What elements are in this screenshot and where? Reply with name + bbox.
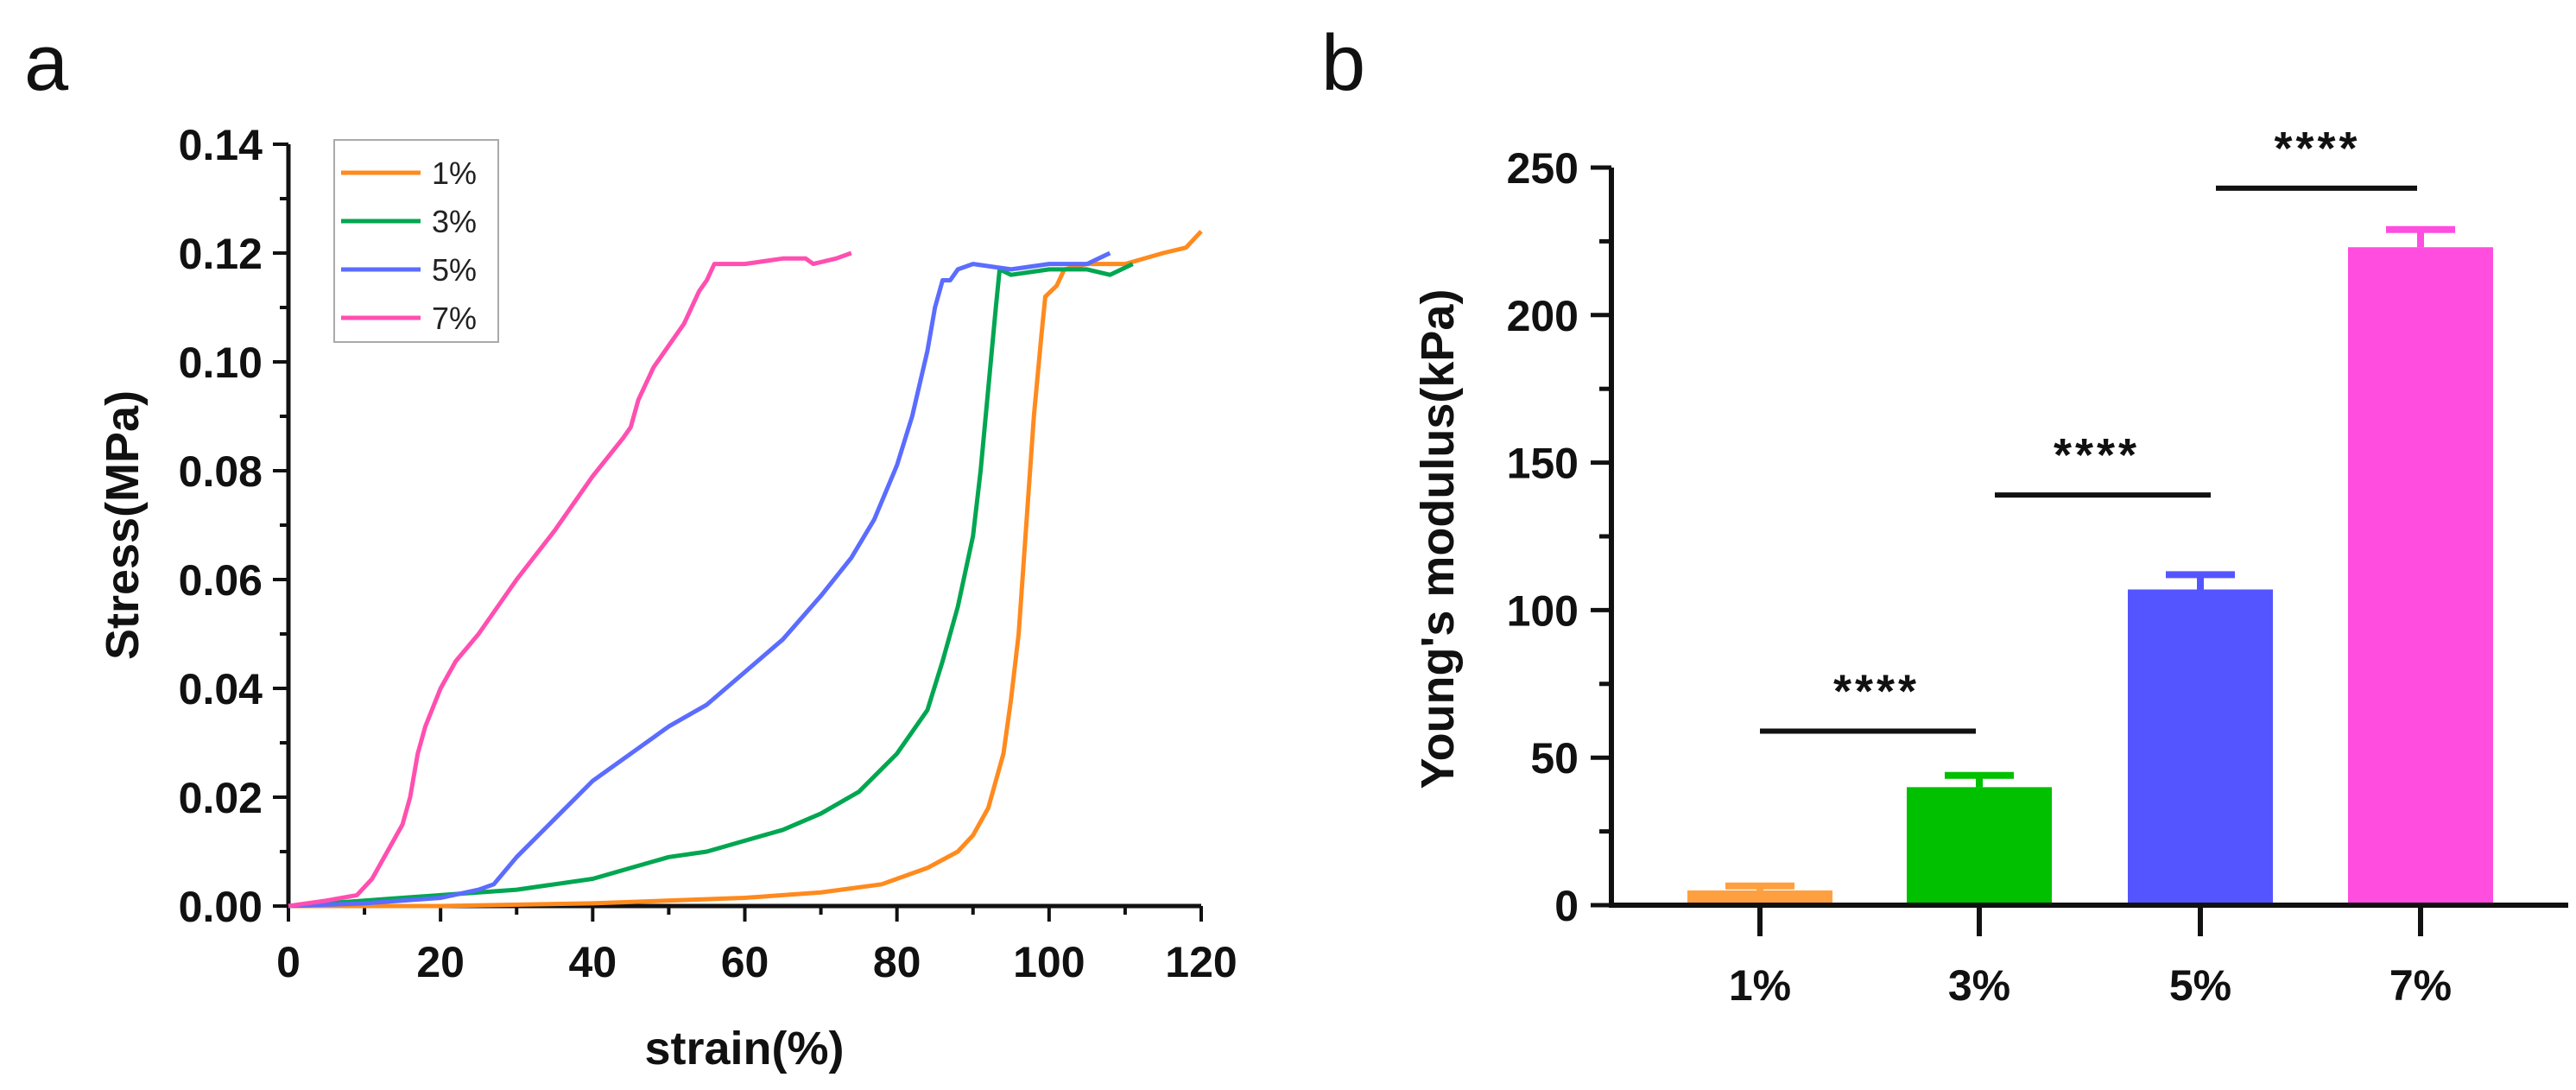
legend-label: 3% <box>432 204 477 239</box>
significance-label: **** <box>2054 429 2140 481</box>
y-tick-label: 0.08 <box>179 447 263 496</box>
y-tick-label: 0 <box>1554 882 1579 930</box>
x-tick-label: 80 <box>873 938 921 986</box>
x-tick-label: 5% <box>2169 961 2231 1010</box>
x-axis-title-a: strain(%) <box>644 1023 844 1074</box>
x-tick-label: 1% <box>1729 961 1791 1010</box>
series-line-3pct <box>288 262 1134 909</box>
x-tick-label: 0 <box>276 938 301 986</box>
bar-5pct <box>2128 589 2273 905</box>
bar-1pct <box>1687 890 1832 905</box>
y-tick-label: 0.06 <box>179 556 263 605</box>
series-line-7pct <box>288 250 852 909</box>
panel-a-label: a <box>24 19 69 107</box>
y-tick-label: 0.02 <box>179 774 263 822</box>
youngs-modulus-chart: 0 50 100 150 200 250 1% 3% 5% 7% **** **** **** <box>1507 123 2568 1010</box>
y-tick-label: 0.12 <box>179 230 263 278</box>
legend-label: 1% <box>432 155 477 191</box>
legend-label: 7% <box>432 301 477 336</box>
y-tick-label: 250 <box>1507 144 1579 193</box>
series-line-1pct <box>288 230 1203 909</box>
y-tick-label: 0.10 <box>179 339 263 387</box>
x-tick-label: 60 <box>721 938 769 986</box>
y-axis-title-b: Young's modulus(kPa) <box>1412 289 1464 789</box>
y-tick-label: 50 <box>1530 734 1579 783</box>
bar-3pct <box>1907 787 2052 905</box>
y-tick-label: 0.00 <box>179 883 263 931</box>
legend-label: 5% <box>432 252 477 288</box>
significance-label: **** <box>2274 123 2360 174</box>
x-tick-label: 100 <box>1013 938 1085 986</box>
y-axis-title-a: Stress(MPa) <box>97 390 149 660</box>
x-tick-label: 3% <box>1948 961 2010 1010</box>
x-tick-label: 40 <box>569 938 617 986</box>
y-tick-label: 0.04 <box>179 665 263 713</box>
x-tick-label: 120 <box>1165 938 1237 986</box>
significance-label: **** <box>1833 665 1920 717</box>
stress-strain-chart: 0 20 40 60 80 100 120 0.00 0.02 0.04 0.06 0.08 0.10 0… <box>179 121 1237 986</box>
y-tick-label: 150 <box>1507 440 1579 488</box>
x-tick-label: 7% <box>2389 961 2452 1010</box>
bar-7pct <box>2348 247 2493 905</box>
series-line-5pct <box>288 250 1111 909</box>
y-tick-label: 200 <box>1507 292 1579 340</box>
y-tick-label: 0.14 <box>179 121 263 169</box>
panel-b-label: b <box>1321 19 1365 107</box>
x-tick-label: 20 <box>416 938 465 986</box>
y-tick-label: 100 <box>1507 586 1579 635</box>
